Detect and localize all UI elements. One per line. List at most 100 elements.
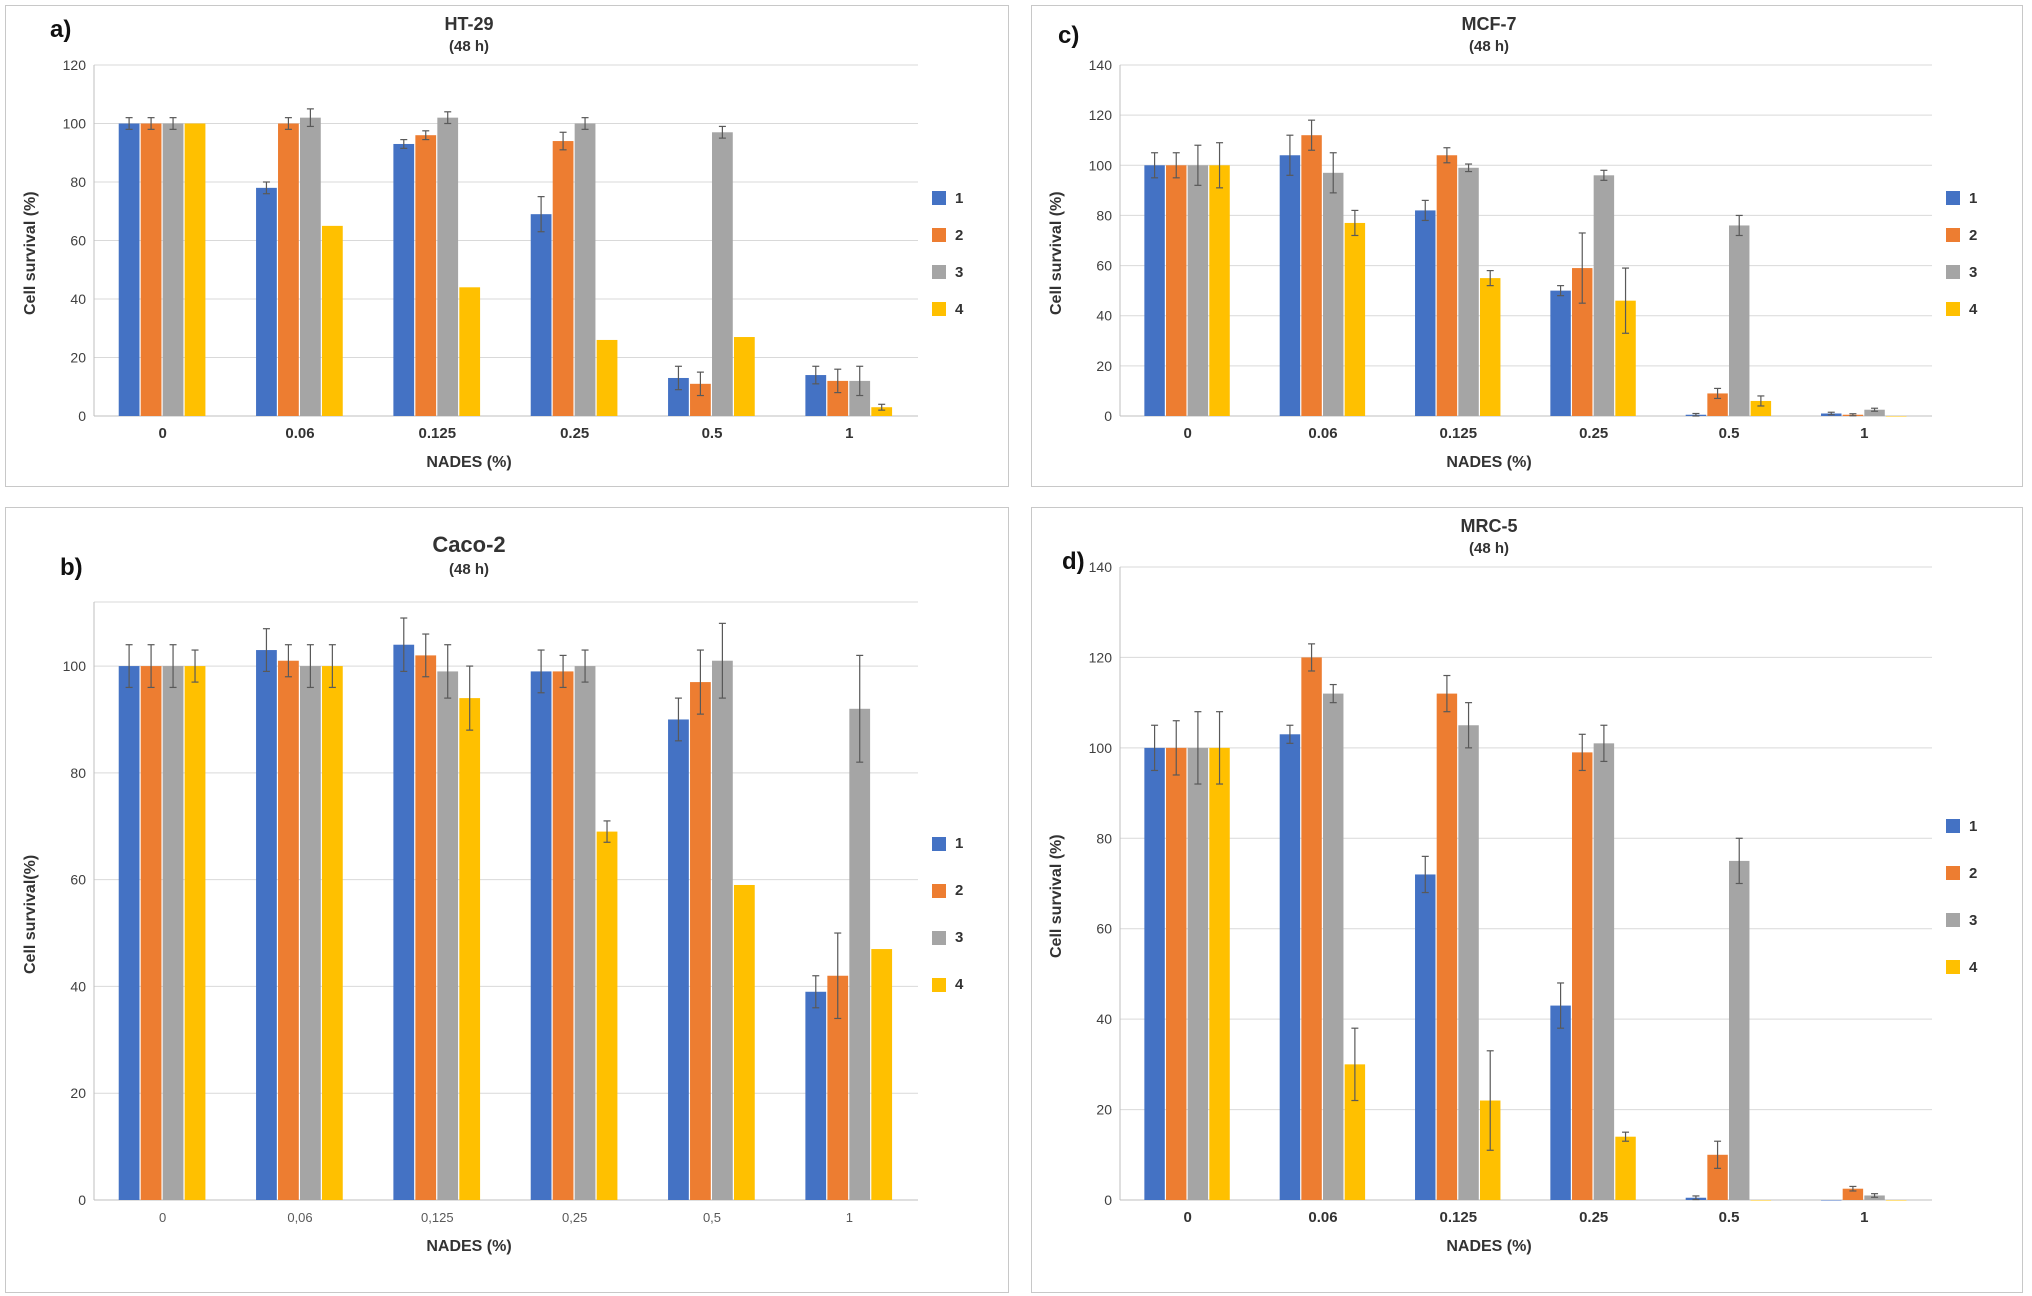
legend-swatch — [1946, 191, 1960, 205]
bar-series-1 — [118, 666, 140, 1200]
chart-body: Cell survival (%) 0 20 40 60 80 100 120 0 0.06 0.… — [16, 55, 998, 452]
legend-label: 3 — [955, 929, 964, 946]
bar-series-4 — [184, 666, 206, 1200]
x-tick-label: 0.06 — [1308, 1209, 1337, 1226]
y-tick-label: 40 — [70, 978, 86, 994]
bar-series-2 — [140, 666, 162, 1200]
chart-body: Cell survival (%) 0 20 40 60 80 100 120 140 0 0.0… — [1042, 557, 2012, 1236]
y-tick-label: 20 — [70, 1085, 86, 1101]
panel-label-d: d) — [1062, 548, 1085, 575]
y-axis-title: Cell survival (%) — [1048, 191, 1065, 316]
legend-label: 4 — [1969, 300, 1978, 318]
bar-series-1 — [1144, 747, 1165, 1200]
bar-series-4 — [321, 225, 343, 416]
legend-item: 2 — [932, 882, 998, 899]
x-tick-label: 0.06 — [285, 425, 314, 442]
legend-item: 3 — [1946, 264, 2012, 281]
legend-label: 3 — [1969, 263, 1978, 281]
bar-series-3 — [1458, 725, 1479, 1200]
chart-header: HT-29 (48 h) — [36, 14, 902, 55]
y-tick-label: 80 — [1096, 207, 1112, 223]
y-axis-title: Cell survival (%) — [22, 191, 39, 316]
bar-series-2 — [552, 141, 574, 417]
y-tick-label: 100 — [63, 658, 87, 674]
bar-series-4 — [1615, 1136, 1636, 1200]
bar-series-4 — [596, 339, 618, 416]
legend-item: 3 — [1946, 912, 2012, 929]
bar-series-4 — [184, 123, 206, 416]
chart-subtitle: (48 h) — [448, 561, 489, 578]
bar-chart-mrc5: 0 20 40 60 80 100 120 140 0 0.06 0.125 0.25 0.5 1 — [1089, 559, 1932, 1226]
plot-area: 0 20 40 60 80 100 120 140 0 0.06 0.125 0.25 0.5 1 — [1089, 57, 1932, 442]
y-tick-label: 100 — [1089, 740, 1113, 756]
x-tick-label: 0.06 — [1308, 425, 1337, 442]
bar-series-4 — [1479, 278, 1501, 416]
bar-series-4 — [1885, 1200, 1907, 1201]
legend-swatch — [1946, 302, 1960, 316]
y-tick-label: 40 — [70, 291, 86, 307]
bar-series-2 — [1166, 165, 1187, 416]
bar-series-3 — [1729, 860, 1750, 1200]
bar-series-4 — [1209, 747, 1230, 1200]
bar-series-3 — [849, 380, 871, 416]
bar-series-3 — [437, 117, 459, 417]
bar-series-3 — [1458, 167, 1479, 416]
legend-swatch — [1946, 265, 1960, 279]
bar-series-3 — [162, 123, 184, 416]
x-tick-label: 0,06 — [287, 1210, 312, 1225]
chart-legend: 1 2 3 4 — [926, 55, 998, 452]
bar-series-4 — [1750, 400, 1772, 416]
bar-series-4 — [733, 337, 755, 416]
y-tick-label: 60 — [1096, 921, 1112, 937]
panel-b: b) Caco-2 (48 h) Cell survival(%) 0 20 40 6… — [5, 507, 1009, 1293]
bar-series-3 — [1187, 165, 1209, 416]
x-axis-title: NADES (%) — [426, 454, 512, 471]
bar-series-2 — [278, 660, 299, 1200]
panel-a: a) HT-29 (48 h) Cell survival (%) 0 20 40 6… — [5, 5, 1009, 487]
bar-series-3 — [1593, 743, 1615, 1200]
y-tick-label: 20 — [1096, 358, 1112, 374]
x-tick-label: 1 — [845, 425, 853, 442]
legend-label: 2 — [955, 882, 964, 899]
legend-label: 1 — [1969, 817, 1978, 835]
x-axis-title: NADES (%) — [426, 1238, 512, 1255]
bar-series-2 — [1707, 393, 1728, 416]
legend-swatch — [932, 883, 946, 898]
y-tick-label: 40 — [1096, 308, 1112, 324]
legend-swatch — [1946, 866, 1960, 880]
y-tick-label: 0 — [1104, 1192, 1112, 1208]
bar-series-3 — [712, 132, 733, 416]
bar-series-1 — [530, 214, 552, 416]
bar-series-3 — [849, 708, 871, 1200]
y-tick-label: 60 — [1096, 258, 1112, 274]
legend-item: 2 — [1946, 227, 2012, 244]
chart-legend: 1 2 3 4 — [1940, 55, 2012, 452]
y-tick-label: 40 — [1096, 1011, 1112, 1027]
x-tick-label: 1 — [846, 1210, 853, 1225]
bar-series-4 — [871, 407, 893, 416]
bar-series-3 — [1593, 175, 1615, 416]
bar-series-3 — [1323, 693, 1344, 1200]
bar-series-1 — [668, 719, 689, 1200]
bar-series-1 — [393, 644, 415, 1200]
bar-series-1 — [530, 671, 552, 1200]
bar-series-4 — [1344, 222, 1366, 416]
panel-label-c: c) — [1058, 22, 1080, 49]
panel-label-b: b) — [60, 554, 83, 581]
x-tick-label: 0,125 — [421, 1210, 454, 1225]
bar-series-3 — [300, 666, 321, 1200]
x-axis-title: NADES (%) — [1446, 454, 1532, 471]
bar-series-1 — [668, 377, 689, 416]
legend-swatch — [932, 302, 946, 316]
legend-label: 4 — [1969, 958, 1978, 976]
legend-label: 3 — [1969, 911, 1978, 929]
y-tick-label: 100 — [63, 116, 87, 132]
bar-series-3 — [1323, 172, 1344, 416]
plot-area: 0 20 40 60 80 100 0 0,06 0,125 0,25 0,5 1 — [63, 601, 918, 1225]
bar-series-3 — [437, 671, 459, 1200]
x-tick-label: 1 — [1860, 1209, 1868, 1226]
bar-series-1 — [256, 650, 277, 1200]
y-tick-label: 20 — [1096, 1102, 1112, 1118]
chart-body: Cell survival (%) 0 20 40 60 80 100 120 140 0 0.0… — [1042, 55, 2012, 452]
bar-series-1 — [1550, 1005, 1571, 1200]
